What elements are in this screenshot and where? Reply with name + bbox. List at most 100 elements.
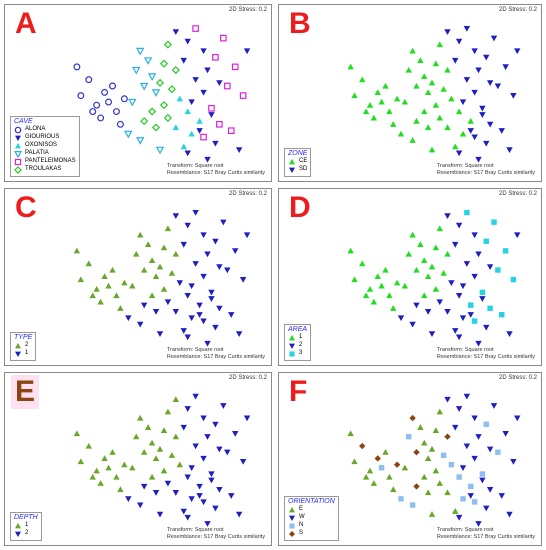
- data-point: [196, 302, 203, 309]
- transform-note: Transform: Square root Resemblance: S17 B…: [437, 347, 535, 361]
- data-point: [113, 292, 120, 299]
- data-point: [105, 98, 113, 106]
- data-point: [432, 60, 440, 67]
- data-point: [506, 147, 513, 154]
- legend-item: GIOURIOUS: [14, 134, 76, 142]
- data-point: [200, 318, 207, 325]
- data-point: [494, 83, 502, 90]
- legend-item: SD: [288, 166, 307, 174]
- data-point: [243, 232, 251, 239]
- legend-item: CE: [288, 158, 307, 166]
- data-point: [93, 101, 101, 109]
- transform-text: Transform: Square root: [436, 163, 494, 169]
- data-point: [184, 292, 191, 299]
- data-point: [228, 493, 235, 499]
- data-point: [459, 99, 467, 106]
- data-point: [109, 266, 116, 273]
- data-point: [220, 34, 227, 42]
- data-point: [409, 321, 416, 328]
- data-point: [164, 408, 172, 415]
- data-point: [362, 473, 370, 480]
- data-point: [152, 273, 160, 279]
- data-point: [467, 128, 474, 134]
- data-point: [455, 38, 463, 45]
- legend-label: GIOURIOUS: [25, 134, 60, 141]
- data-point: [502, 248, 509, 254]
- data-point: [116, 120, 124, 128]
- data-point: [428, 79, 436, 86]
- data-point: [448, 95, 455, 102]
- data-point: [487, 305, 493, 312]
- data-point: [200, 48, 207, 55]
- data-point: [128, 98, 137, 107]
- data-point: [192, 393, 199, 400]
- scatter-plot: [347, 209, 521, 347]
- data-point: [188, 283, 195, 290]
- data-point: [188, 465, 195, 471]
- legend-item: OXONISOS: [14, 142, 76, 150]
- data-point: [204, 434, 211, 440]
- data-point: [235, 511, 243, 518]
- data-point: [97, 480, 104, 486]
- scatter-plot: [73, 210, 251, 347]
- data-point: [459, 465, 467, 471]
- data-point: [151, 89, 161, 97]
- data-point: [483, 140, 490, 147]
- data-point: [401, 98, 409, 105]
- legend-marker-icon: [15, 143, 21, 149]
- legend-item: 3: [288, 350, 307, 358]
- data-point: [159, 101, 169, 110]
- data-point: [132, 66, 141, 75]
- data-point: [417, 424, 424, 430]
- data-point: [436, 299, 443, 306]
- data-point: [464, 209, 470, 216]
- data-point: [428, 263, 436, 270]
- legend-label: 1: [25, 522, 29, 529]
- panel-letter: C: [15, 191, 37, 224]
- panel-letter: B: [289, 7, 311, 40]
- transform-note: Transform: Square root Resemblance: S17 B…: [437, 163, 535, 177]
- data-point: [164, 299, 172, 306]
- data-point: [167, 85, 176, 94]
- data-point: [243, 48, 251, 55]
- data-point: [156, 445, 164, 452]
- panel-a: A 2D Stress: 0.2 Transform: Square root Res…: [4, 4, 272, 182]
- panel-letter: D: [289, 191, 311, 224]
- data-point: [479, 105, 486, 112]
- data-point: [105, 282, 112, 289]
- panel-f: F 2D Stress: 0.2 Transform: Square root Res…: [278, 372, 542, 546]
- legend-item: 1: [14, 350, 32, 358]
- data-point: [390, 305, 397, 311]
- data-point: [479, 477, 486, 484]
- stress-label: 2D Stress: 0.2: [228, 375, 267, 381]
- data-point: [160, 467, 168, 474]
- data-point: [121, 279, 128, 286]
- data-point: [397, 315, 405, 322]
- data-point: [428, 445, 436, 452]
- data-point: [97, 298, 104, 305]
- data-point: [184, 406, 191, 412]
- data-point: [413, 117, 420, 124]
- legend-marker-icon: [15, 523, 21, 529]
- data-point: [180, 328, 187, 334]
- data-point: [424, 308, 432, 315]
- legend-label: CE: [299, 158, 308, 165]
- legend-label: 2: [25, 530, 29, 537]
- legend-label: TROULAKAS: [25, 166, 62, 173]
- data-point: [452, 57, 459, 64]
- legend-item: TROULAKAS: [14, 166, 76, 174]
- data-point: [463, 26, 471, 32]
- data-point: [176, 95, 183, 102]
- scatter-plot: [347, 26, 521, 163]
- data-point: [455, 514, 463, 521]
- data-point: [471, 318, 478, 324]
- data-point: [212, 421, 219, 428]
- data-point: [409, 47, 416, 54]
- data-point: [390, 121, 397, 127]
- data-point: [514, 415, 521, 422]
- data-point: [140, 117, 149, 126]
- data-point: [192, 443, 199, 450]
- legend-item: E: [288, 506, 335, 514]
- data-point: [109, 449, 116, 455]
- data-point: [444, 396, 451, 403]
